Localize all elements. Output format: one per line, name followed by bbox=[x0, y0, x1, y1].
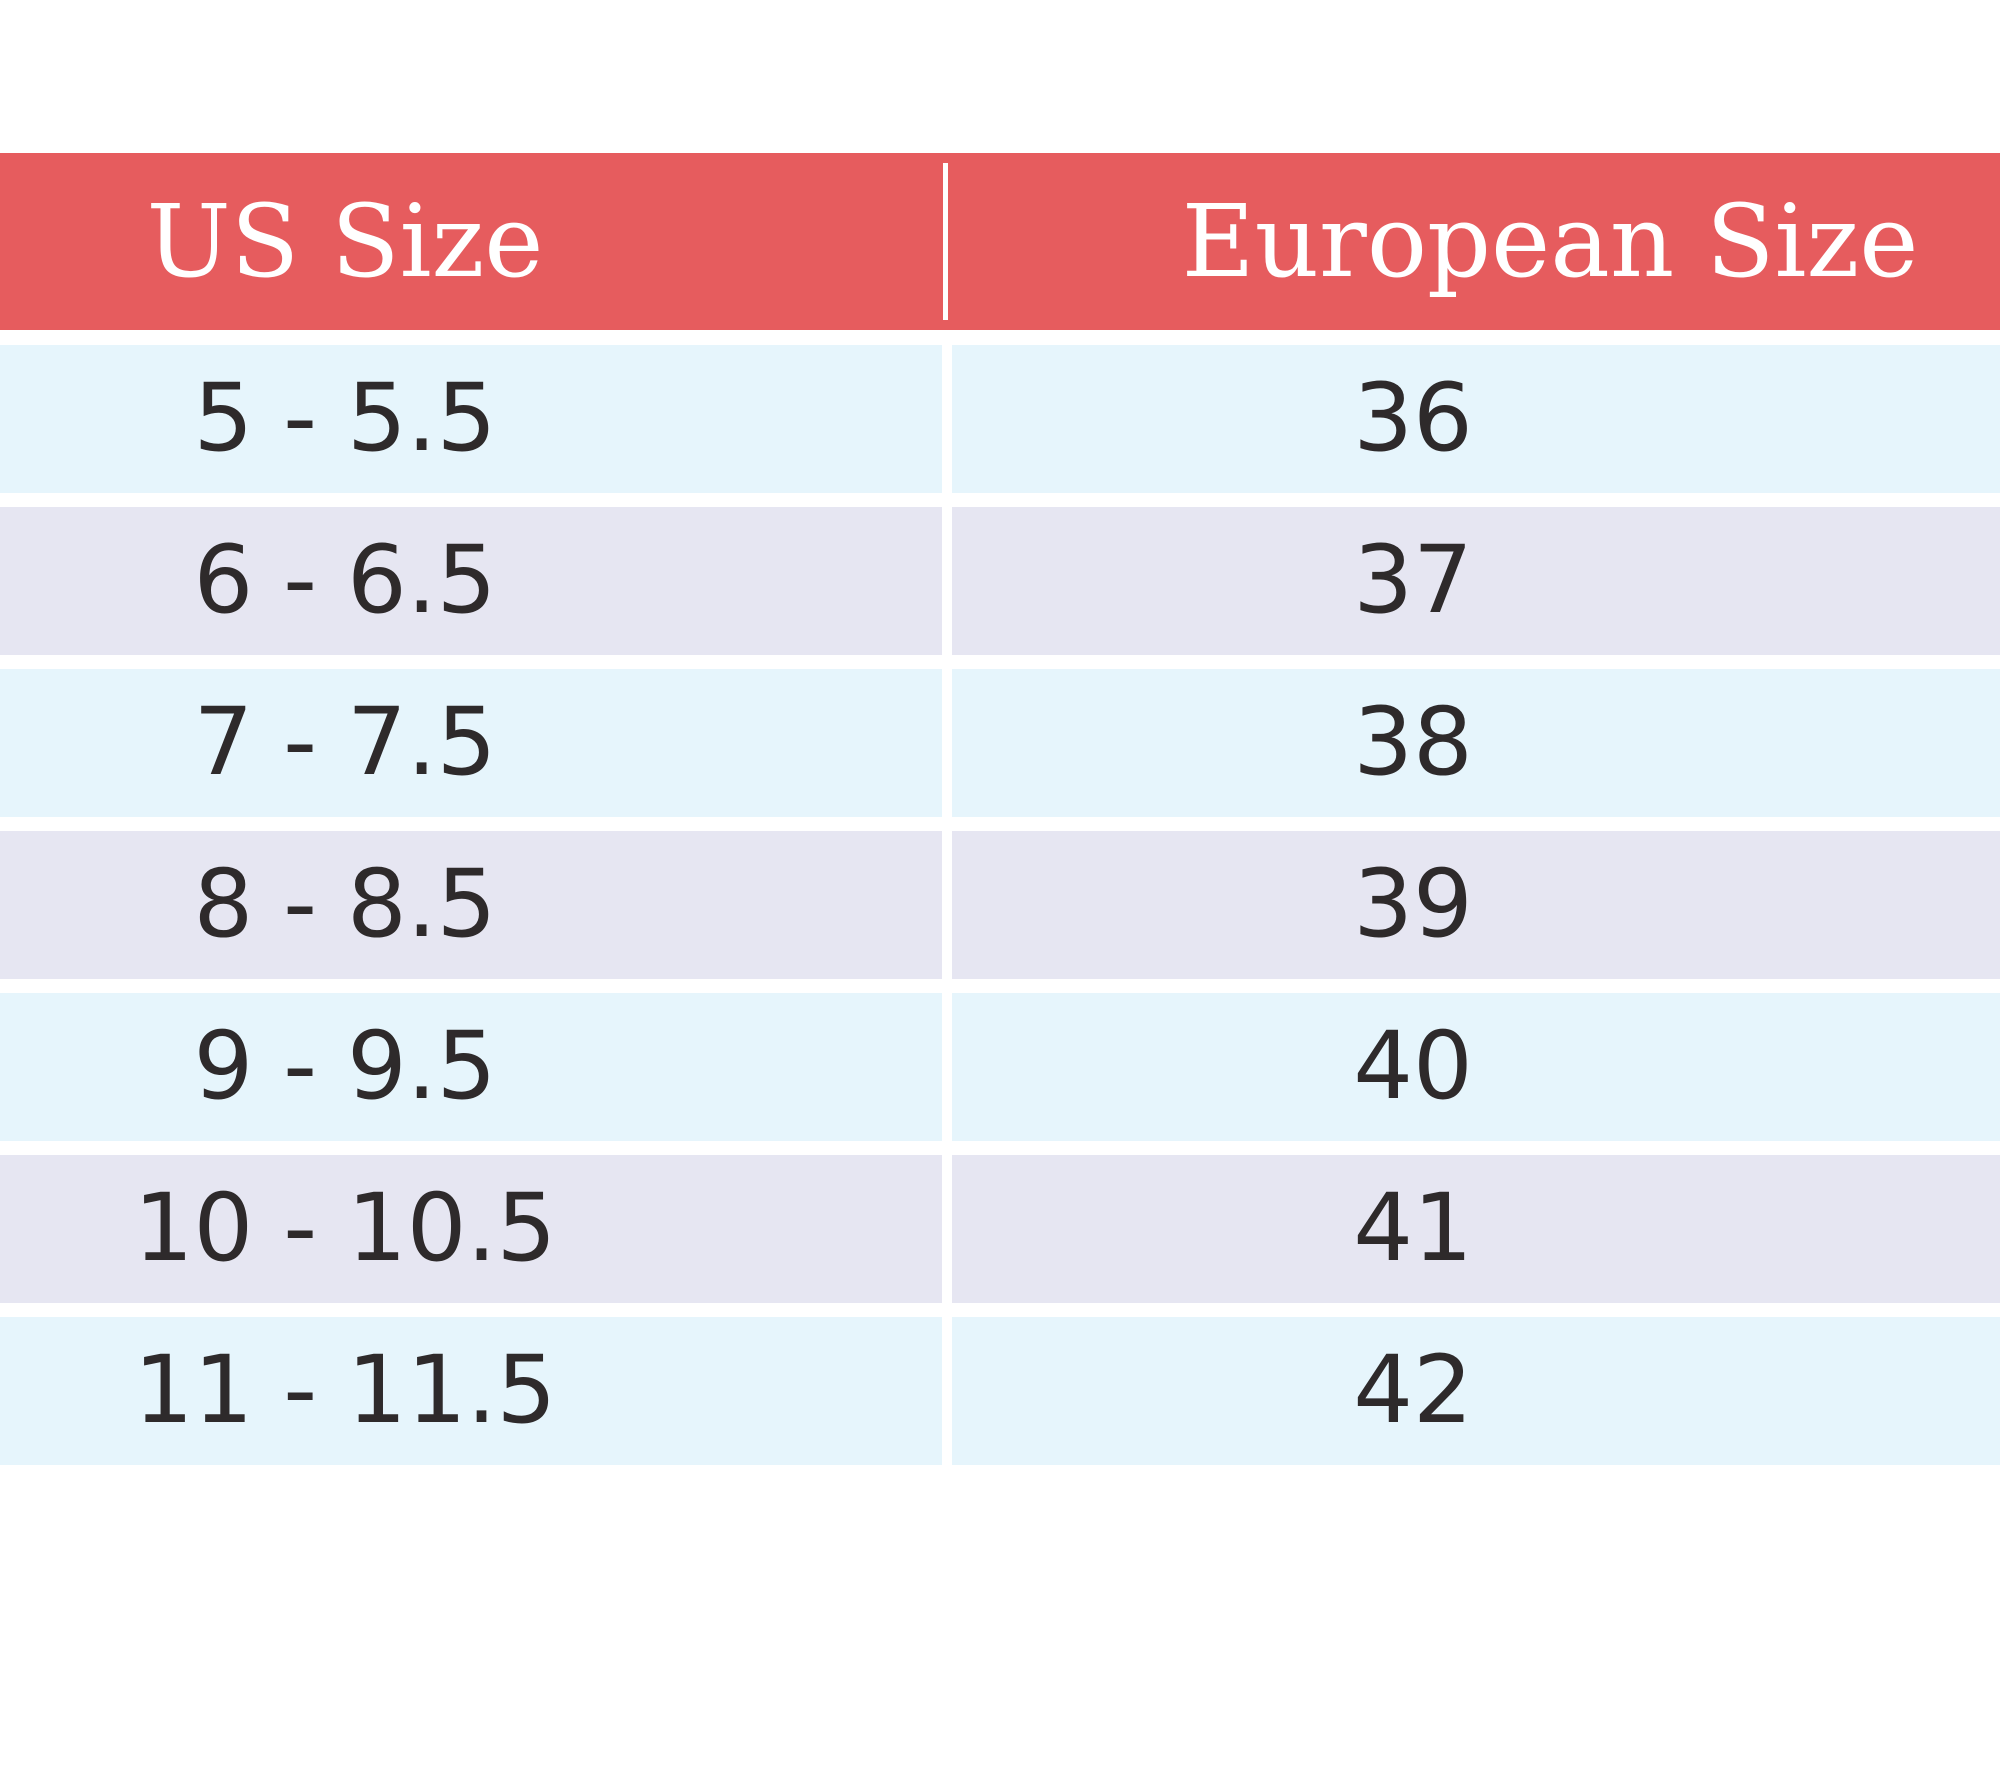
european-size-cell: 39 bbox=[952, 831, 2000, 979]
header-divider bbox=[943, 163, 948, 320]
european-size-value: 39 bbox=[1353, 850, 1473, 959]
european-size-value: 40 bbox=[1353, 1012, 1473, 1121]
us-size-cell: 6 - 6.5 bbox=[0, 507, 942, 655]
european-size-header: European Size bbox=[1181, 183, 1919, 300]
us-size-header: US Size bbox=[146, 183, 544, 300]
european-size-value: 38 bbox=[1353, 688, 1473, 797]
european-size-value: 37 bbox=[1353, 526, 1473, 635]
us-size-cell: 7 - 7.5 bbox=[0, 669, 942, 817]
european-size-value: 36 bbox=[1353, 364, 1473, 473]
us-size-value: 11 - 11.5 bbox=[133, 1336, 557, 1445]
us-size-cell: 11 - 11.5 bbox=[0, 1317, 942, 1465]
us-size-value: 7 - 7.5 bbox=[193, 688, 497, 797]
us-size-cell: 10 - 10.5 bbox=[0, 1155, 942, 1303]
european-size-cell: 36 bbox=[952, 345, 2000, 493]
table-row: 7 - 7.5 38 bbox=[0, 669, 2000, 817]
european-size-cell: 42 bbox=[952, 1317, 2000, 1465]
european-size-value: 42 bbox=[1353, 1336, 1473, 1445]
european-size-cell: 37 bbox=[952, 507, 2000, 655]
table-row: 10 - 10.5 41 bbox=[0, 1155, 2000, 1303]
table-row: 8 - 8.5 39 bbox=[0, 831, 2000, 979]
european-size-value: 41 bbox=[1353, 1174, 1473, 1283]
table-row: 5 - 5.5 36 bbox=[0, 345, 2000, 493]
table-header: US Size European Size bbox=[0, 153, 2000, 330]
us-size-value: 5 - 5.5 bbox=[193, 364, 497, 473]
us-size-cell: 5 - 5.5 bbox=[0, 345, 942, 493]
us-size-value: 9 - 9.5 bbox=[193, 1012, 497, 1121]
european-size-cell: 38 bbox=[952, 669, 2000, 817]
us-size-value: 6 - 6.5 bbox=[193, 526, 497, 635]
us-size-cell: 8 - 8.5 bbox=[0, 831, 942, 979]
us-size-value: 8 - 8.5 bbox=[193, 850, 497, 959]
us-size-cell: 9 - 9.5 bbox=[0, 993, 942, 1141]
table-row: 11 - 11.5 42 bbox=[0, 1317, 2000, 1465]
european-size-cell: 40 bbox=[952, 993, 2000, 1141]
us-size-value: 10 - 10.5 bbox=[133, 1174, 557, 1283]
table-row: 9 - 9.5 40 bbox=[0, 993, 2000, 1141]
european-size-cell: 41 bbox=[952, 1155, 2000, 1303]
table-row: 6 - 6.5 37 bbox=[0, 507, 2000, 655]
